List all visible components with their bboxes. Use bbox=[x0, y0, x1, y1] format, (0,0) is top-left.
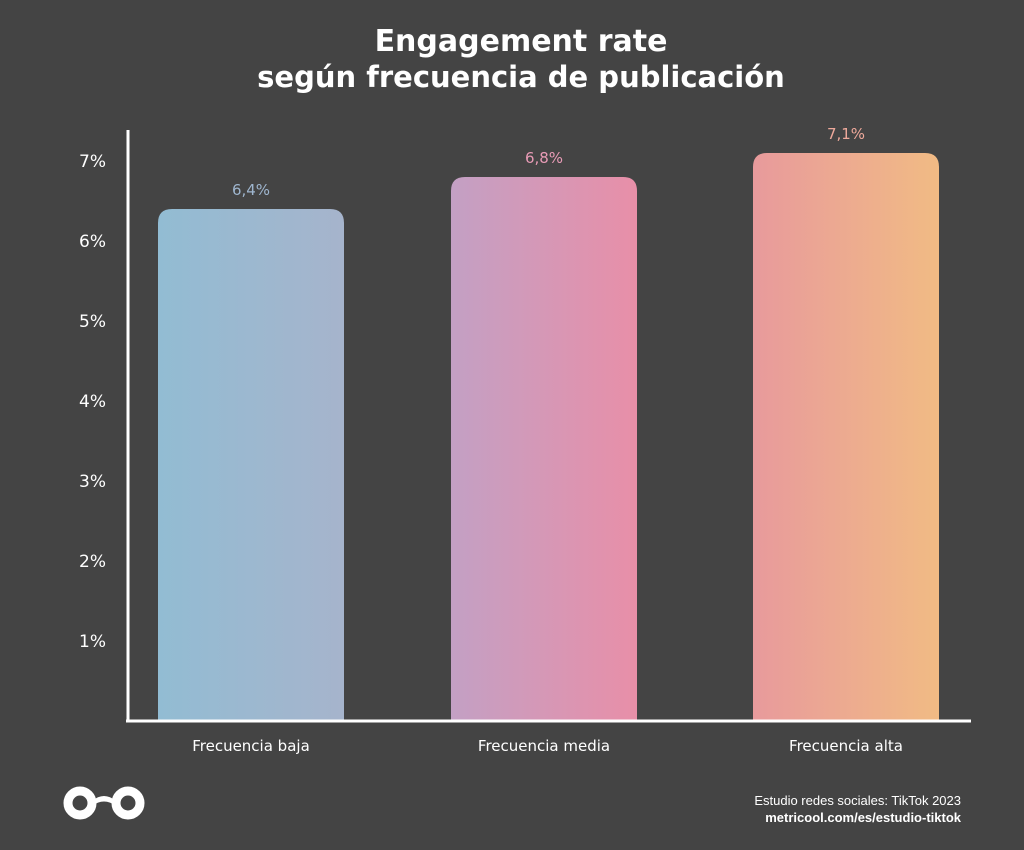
bar-2 bbox=[451, 177, 637, 721]
chart-title: Engagement rate bbox=[374, 24, 668, 59]
labels-layer: 6,4% 6,8% 7,1% bbox=[232, 125, 865, 199]
metricool-logo-icon bbox=[62, 785, 148, 825]
chart-subtitle: según frecuencia de publicación bbox=[257, 60, 785, 94]
source-text: Estudio redes sociales: TikTok 2023 bbox=[754, 793, 961, 808]
bar-chart: 6,4% 6,8% 7,1% 1% 2% 3% 4% 5% 6% 7% Frecuencia b… bbox=[79, 125, 971, 755]
data-label-3: 7,1% bbox=[827, 125, 865, 143]
data-label-2: 6,8% bbox=[525, 149, 563, 167]
y-axis-ticks: 1% 2% 3% 4% 5% 6% 7% bbox=[79, 152, 106, 652]
y-tick-label: 1% bbox=[79, 632, 106, 652]
y-tick-label: 3% bbox=[79, 472, 106, 492]
bar-1 bbox=[158, 209, 344, 721]
y-tick-label: 6% bbox=[79, 232, 106, 252]
y-tick-label: 5% bbox=[79, 312, 106, 332]
bars-layer bbox=[158, 153, 939, 721]
x-tick-label: Frecuencia alta bbox=[789, 737, 903, 755]
x-axis-ticks: Frecuencia baja Frecuencia media Frecuenci… bbox=[192, 737, 903, 755]
y-tick-label: 2% bbox=[79, 552, 106, 572]
bar-3 bbox=[753, 153, 939, 721]
y-tick-label: 4% bbox=[79, 392, 106, 412]
y-tick-label: 7% bbox=[79, 152, 106, 172]
x-tick-label: Frecuencia media bbox=[478, 737, 610, 755]
data-label-1: 6,4% bbox=[232, 181, 270, 199]
source-link[interactable]: metricool.com/es/estudio-tiktok bbox=[765, 810, 961, 825]
x-tick-label: Frecuencia baja bbox=[192, 737, 310, 755]
footer-source: Estudio redes sociales: TikTok 2023 metr… bbox=[754, 792, 961, 826]
